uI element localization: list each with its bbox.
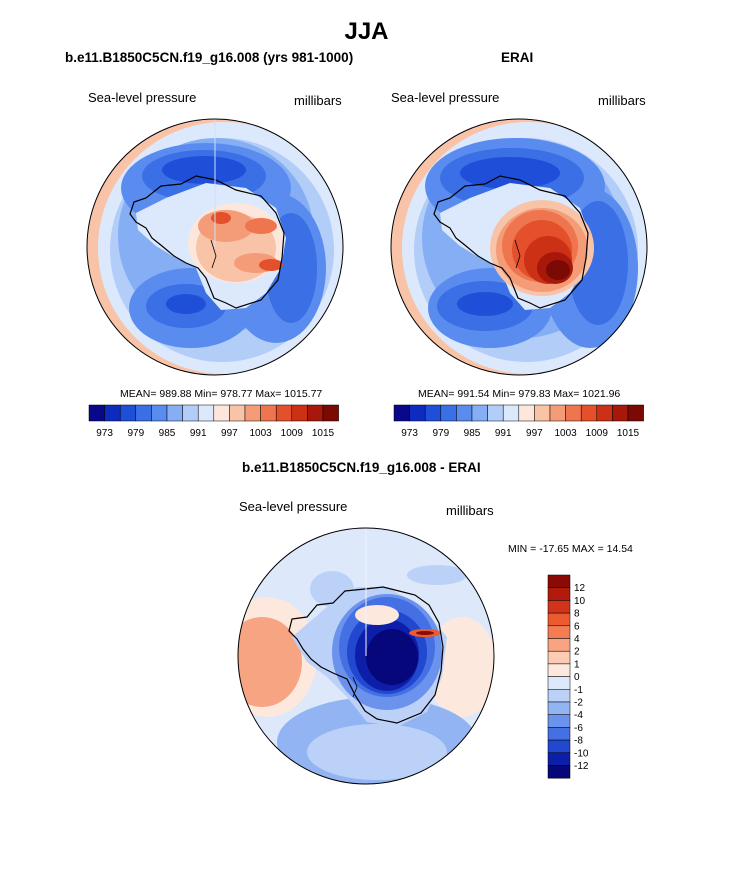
panel-2-colorbar-tick: 991 (495, 428, 512, 439)
panel-3-colorbar-tick: -2 (574, 698, 583, 709)
panel-2-colorbar-cell-3 (440, 404, 457, 422)
panel-3-colorbar-tick: 1 (574, 659, 580, 670)
panel-3-colorbar-tick: -8 (574, 736, 583, 747)
panel-2-colorbar-cell-4 (456, 404, 473, 422)
panel-1-colorbar-tick: 1009 (281, 428, 304, 439)
panel-3-colorbar-cell-2 (547, 600, 571, 614)
panel-1-colorbar-tick: 973 (96, 428, 113, 439)
panel-3-colorbar-tick: -12 (574, 761, 589, 772)
panel-3-colorbar-cell-3 (547, 612, 571, 627)
panel-1-colorbar-cell-9 (229, 404, 246, 422)
panel-2-colorbar-cell-5 (471, 404, 488, 422)
panel-1-colorbar-tick: 1003 (249, 428, 272, 439)
panel-3-colorbar-cell-14 (547, 752, 571, 766)
panel-3-stats: MIN = -17.65 MAX = 14.54 (508, 543, 633, 555)
panel-2-colorbar-cell-12 (580, 404, 598, 422)
panel-3-colorbar-cell-0 (547, 574, 571, 588)
panel-3-title: b.e11.B1850C5CN.f19_g16.008 - ERAI (242, 460, 481, 475)
panel-2-colorbar-cell-6 (487, 404, 504, 422)
panel-2-colorbar-tick: 985 (464, 428, 481, 439)
panel-1-colorbar-cell-5 (166, 404, 183, 422)
panel-2-colorbar-cell-1 (409, 404, 426, 422)
panel-1-colorbar-cell-0 (88, 404, 105, 422)
panel-1-colorbar-cell-7 (197, 404, 215, 422)
panel-1-colorbar-cell-14 (307, 404, 324, 422)
panel-1-title: b.e11.B1850C5CN.f19_g16.008 (yrs 981-100… (65, 50, 354, 65)
panel-3-colorbar-cell-4 (547, 625, 571, 639)
panel-2-stats: MEAN= 991.54 Min= 979.83 Max= 1021.96 (418, 388, 621, 400)
panel-3-colorbar-tick: -4 (574, 710, 583, 721)
panel-3-colorbar-tick: 2 (574, 647, 580, 658)
panel-1-colorbar-cell-15 (322, 404, 339, 422)
panel-1-colorbar-cell-2 (119, 404, 137, 422)
panel-3-colorbar-tick: 0 (574, 672, 580, 683)
panel-3-colorbar-cell-11 (547, 714, 571, 728)
panel-1-colorbar-cell-12 (275, 404, 293, 422)
panel-2-colorbar-cell-7 (502, 404, 520, 422)
panel-2-colorbar-cell-2 (424, 404, 442, 422)
panel-2-colorbar-tick: 1003 (554, 428, 577, 439)
panel-2-colorbar-cell-15 (627, 404, 644, 422)
panel-3-colorbar-tick: 10 (574, 596, 586, 607)
panel-2-units-label: millibars (598, 93, 646, 108)
panel-2-colorbar-tick: 979 (432, 428, 449, 439)
panel-2-colorbar-cell-10 (549, 404, 566, 422)
panel-3-variable-label: Sea-level pressure (239, 499, 348, 514)
panel-1-colorbar: 973 979 985 991 997 1003 1009 1015 (88, 404, 339, 439)
panel-3-colorbar-cell-1 (547, 587, 571, 601)
panel-3-colorbar-cell-6 (547, 650, 571, 665)
panel-1-colorbar-tick: 979 (127, 428, 144, 439)
panel-2-colorbar-cell-13 (596, 404, 613, 422)
panel-2-title: ERAI (501, 50, 534, 65)
panel-1-units-label: millibars (294, 93, 342, 108)
panel-3-colorbar-cell-9 (547, 689, 571, 703)
panel-3-colorbar-tick: 4 (574, 634, 580, 645)
panel-1-colorbar-tick: 991 (190, 428, 207, 439)
panel-1-colorbar-cell-8 (213, 404, 230, 422)
panel-3-colorbar-tick: -1 (574, 685, 583, 696)
panel-1-colorbar-cell-11 (260, 404, 277, 422)
panel-3-colorbar-tick: -6 (574, 723, 583, 734)
panel-2-colorbar-tick: 973 (401, 428, 418, 439)
panel-2-variable-label: Sea-level pressure (391, 90, 500, 105)
panel-1-colorbar-cell-10 (244, 404, 261, 422)
panel-1-colorbar-cell-4 (151, 404, 168, 422)
panel-1-stats: MEAN= 989.88 Min= 978.77 Max= 1015.77 (120, 388, 323, 400)
panel-3-colorbar-tick: -10 (574, 748, 589, 759)
panel-3-colorbar-cell-13 (547, 739, 571, 754)
panel-3-colorbar-cell-10 (547, 701, 571, 715)
panel-3-units-label: millibars (446, 503, 494, 518)
panel-3-colorbar-cell-8 (547, 676, 571, 690)
panel-2-map (390, 118, 648, 376)
panel-2-colorbar: 973 979 985 991 997 1003 1009 1015 (393, 404, 644, 439)
panel-2-colorbar-tick: 997 (526, 428, 543, 439)
panel-3-colorbar-cell-15 (547, 765, 571, 779)
panel-2-colorbar-cell-11 (565, 404, 582, 422)
panel-3-colorbar-cell-5 (547, 638, 571, 652)
panel-3-colorbar-tick: 6 (574, 621, 580, 632)
panel-1-colorbar-cell-13 (291, 404, 308, 422)
panel-3-map (237, 527, 495, 785)
panel-2-colorbar-tick: 1009 (586, 428, 609, 439)
panel-1-colorbar-cell-3 (135, 404, 152, 422)
panel-3-colorbar-cell-7 (547, 663, 571, 677)
panel-1-colorbar-tick: 997 (221, 428, 238, 439)
panel-1-colorbar-cell-1 (104, 404, 121, 422)
panel-3-colorbar-tick: 12 (574, 583, 586, 594)
panel-2-colorbar-cell-0 (393, 404, 410, 422)
panel-3-colorbar-tick: 8 (574, 609, 580, 620)
panel-2-colorbar-cell-9 (534, 404, 551, 422)
panel-1-map (86, 118, 344, 376)
panel-2-colorbar-tick: 1015 (617, 428, 640, 439)
panel-1-colorbar-tick: 1015 (312, 428, 335, 439)
panel-1-variable-label: Sea-level pressure (88, 90, 197, 105)
figure-title: JJA (344, 18, 389, 45)
panel-1-colorbar-cell-6 (182, 404, 199, 422)
panel-2-colorbar-cell-8 (518, 404, 535, 422)
panel-3-colorbar-cell-12 (547, 727, 571, 741)
panel-1-colorbar-tick: 985 (159, 428, 176, 439)
panel-2-colorbar-cell-14 (612, 404, 629, 422)
